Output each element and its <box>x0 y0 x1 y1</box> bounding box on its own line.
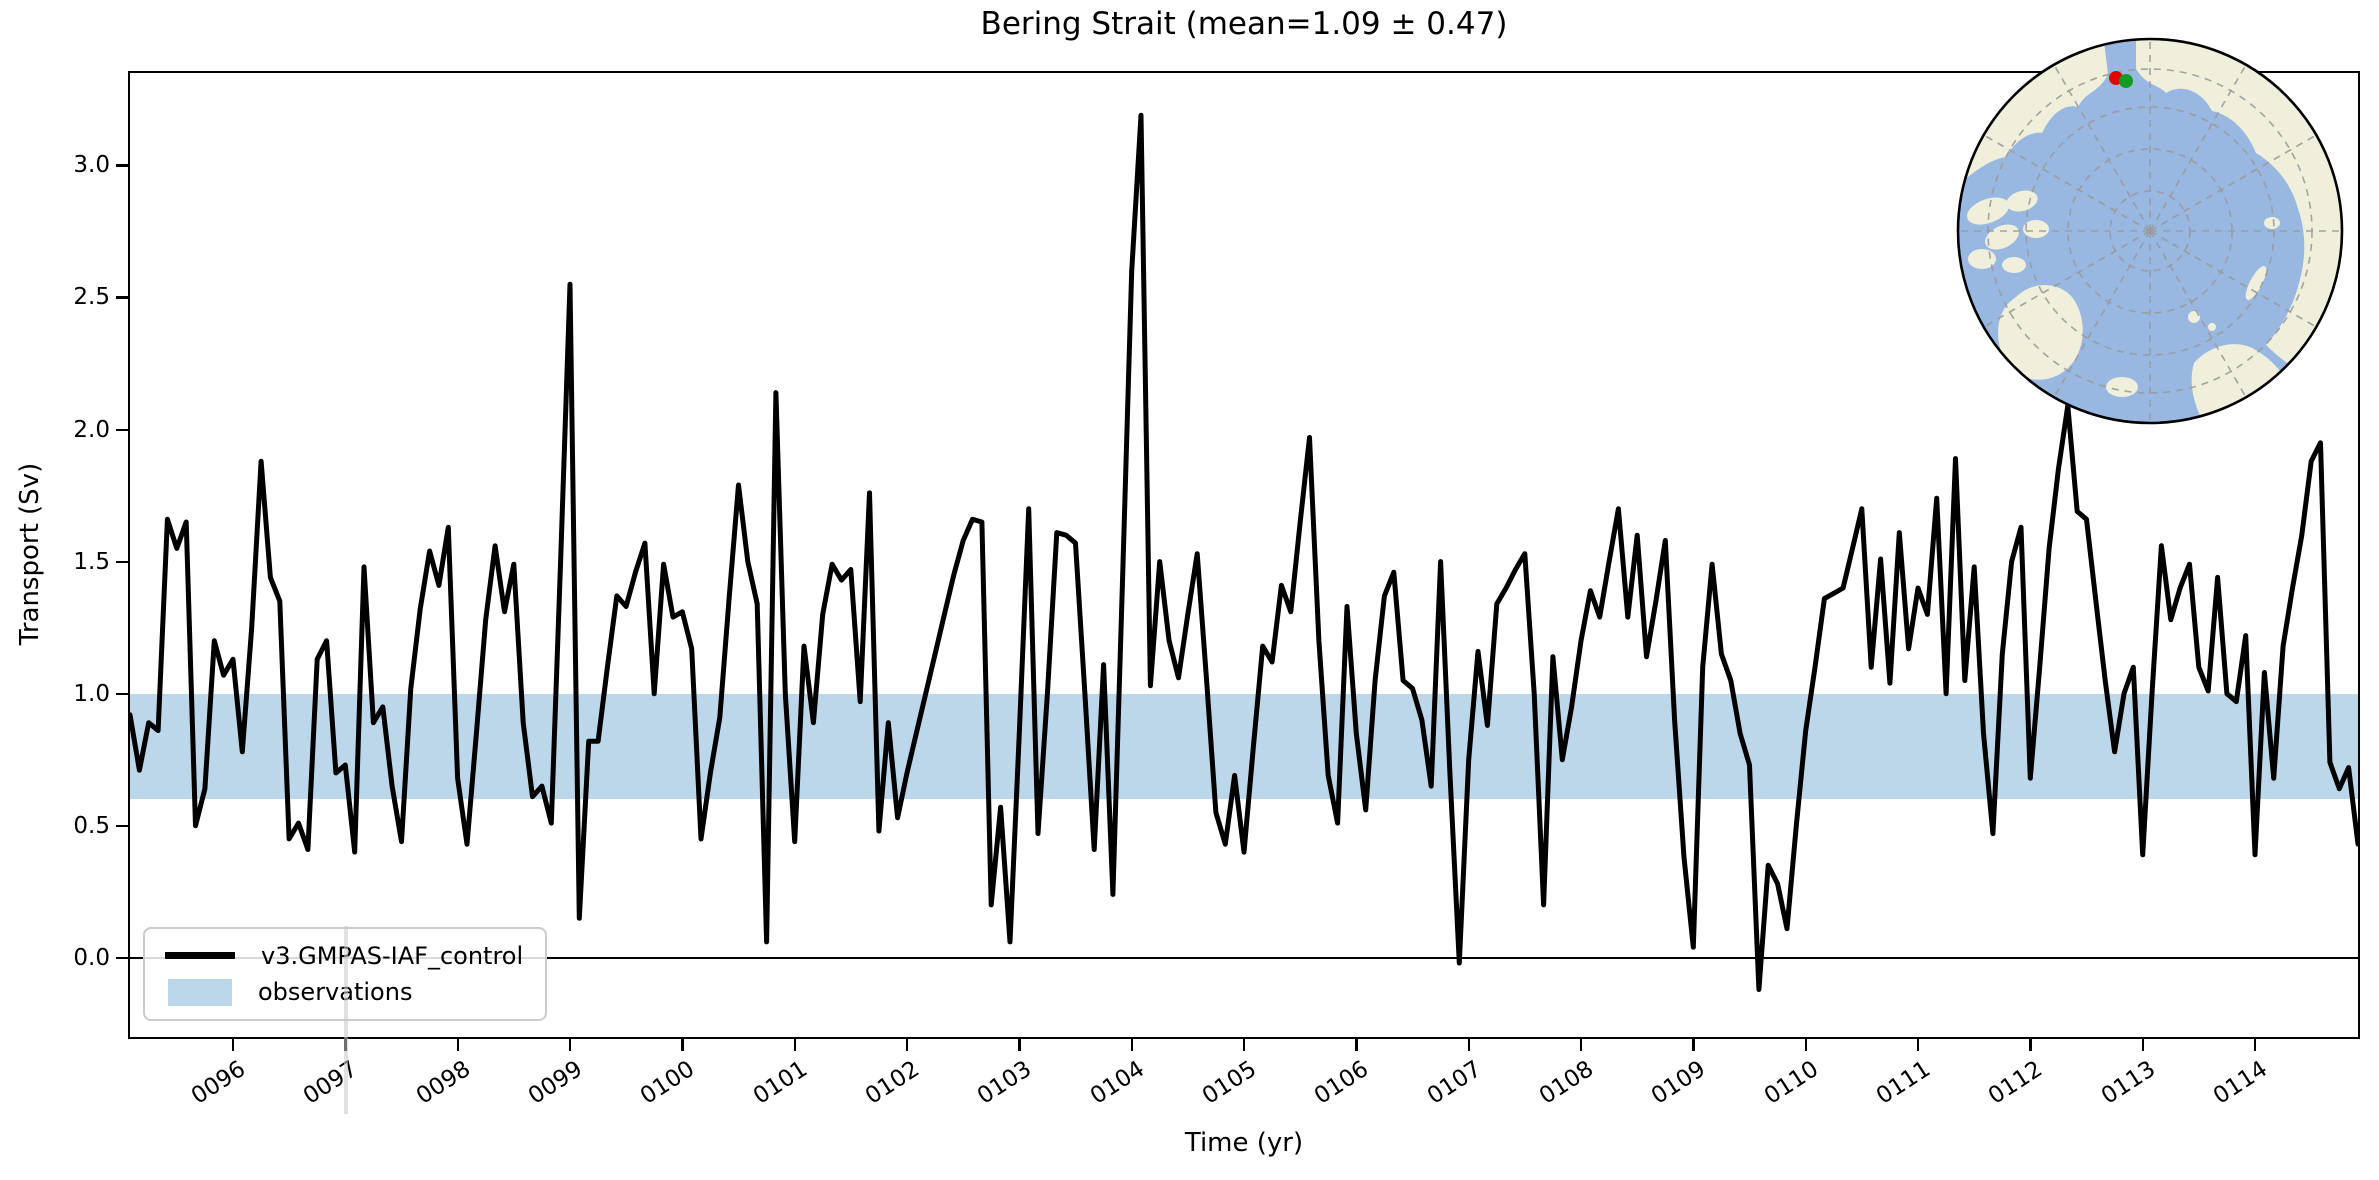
x-tick-mark <box>2141 1039 2144 1051</box>
graticule-meridian <box>2149 64 2247 232</box>
x-tick-mark <box>231 1039 235 1051</box>
land-canadian-island-2 <box>2006 190 2038 212</box>
polar-map-svg <box>1956 37 2344 425</box>
x-tick-mark <box>1467 1039 1470 1051</box>
x-tick-mark <box>456 1039 459 1051</box>
land-iceland <box>2106 377 2138 397</box>
y-tick-label: 3.0 <box>73 152 110 179</box>
green-dot <box>2119 74 2133 88</box>
legend-label: observations <box>258 978 413 1007</box>
y-tick-label: 1.0 <box>73 680 110 707</box>
legend-label: v3.GMPAS-IAF_control <box>261 941 524 970</box>
x-axis-label: Time (yr) <box>1184 1128 1304 1158</box>
graticule-meridian <box>2053 64 2151 232</box>
x-tick-mark <box>1804 1039 1807 1051</box>
land-franz-josef <box>2208 323 2216 331</box>
graticule-meridian <box>2149 230 2317 328</box>
land-severnaya-zemlya <box>2264 217 2280 229</box>
graticule-meridian <box>2149 134 2317 232</box>
graticule-meridian <box>1983 230 2151 328</box>
inset-map <box>1950 31 2350 431</box>
y-tick-mark <box>116 692 128 695</box>
y-tick-mark <box>116 560 128 563</box>
x-tick-mark <box>2254 1039 2257 1051</box>
land-novaya-zemlya <box>2245 265 2267 301</box>
x-tick-mark <box>1243 1039 1246 1051</box>
y-tick-label: 2.5 <box>73 284 110 311</box>
x-tick-mark <box>1355 1039 1358 1051</box>
land-canadian-island-1 <box>1966 197 2010 225</box>
y-tick-label: 2.0 <box>73 416 110 443</box>
graticule-meridian <box>1983 134 2151 232</box>
x-tick-mark <box>793 1039 796 1051</box>
y-tick-mark <box>116 296 128 299</box>
y-tick-label: 0.0 <box>73 944 110 971</box>
land-svalbard <box>2188 311 2200 323</box>
land-canadian-island-6 <box>2002 257 2026 273</box>
x-tick-mark <box>1917 1039 1920 1051</box>
chart-title: Bering Strait (mean=1.09 ± 0.47) <box>980 6 1508 42</box>
x-tick-mark <box>905 1039 909 1051</box>
map-content <box>1958 39 2342 423</box>
x-tick-mark <box>1018 1039 1021 1051</box>
legend-entry-observations: observations <box>155 978 535 1006</box>
y-tick-mark <box>116 956 128 959</box>
x-tick-mark <box>2029 1039 2032 1051</box>
land-greenland <box>1998 285 2083 380</box>
x-tick-mark <box>1692 1039 1695 1051</box>
x-tick-mark <box>568 1039 572 1051</box>
map-border-circle <box>1956 37 2344 425</box>
graticule <box>1958 39 2342 423</box>
kara-sea <box>2241 203 2295 283</box>
y-tick-mark <box>116 824 128 827</box>
graticule-meridian <box>2053 230 2151 398</box>
x-tick-mark <box>1580 1039 1583 1051</box>
x-tick-mark <box>1130 1039 1133 1051</box>
land-canadian-island-4 <box>2023 220 2049 238</box>
faint-vertical-artifact <box>344 926 348 1114</box>
y-tick-label: 1.5 <box>73 548 110 575</box>
legend-patch-swatch <box>168 978 232 1006</box>
transport-line-series <box>130 112 2358 992</box>
series-line-v3-gmpas <box>130 112 2358 992</box>
y-tick-mark <box>116 164 128 167</box>
legend-entry-series: v3.GMPAS-IAF_control <box>155 942 535 970</box>
y-tick-mark <box>116 428 128 431</box>
zero-line <box>130 956 2358 959</box>
x-tick-mark <box>681 1039 684 1051</box>
y-tick-label: 0.5 <box>73 812 110 839</box>
legend-line-swatch <box>165 952 235 960</box>
laptev-sea <box>2202 137 2242 165</box>
graticule-meridian <box>2149 230 2247 398</box>
